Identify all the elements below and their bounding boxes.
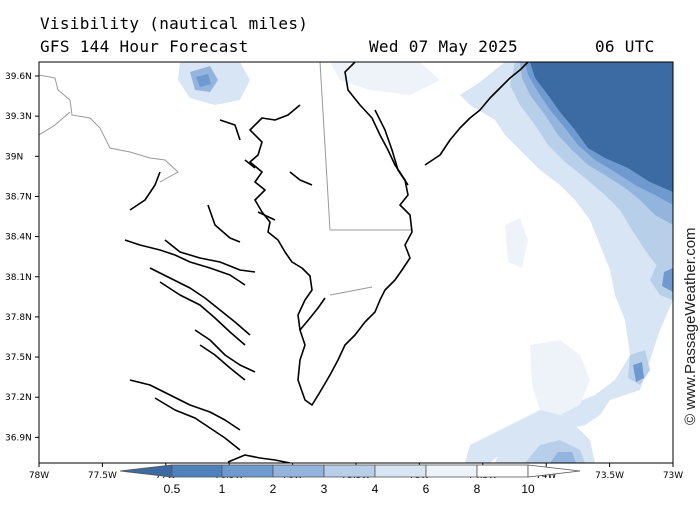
legend-swatch	[527, 464, 581, 478]
legend-swatch	[119, 464, 173, 478]
coastlines	[124, 62, 529, 463]
lat-label: 38.1N	[5, 273, 32, 283]
coastline-chesapeake-west	[249, 104, 313, 331]
lat-label: 38.4N	[5, 233, 32, 243]
lat-label: 39.6N	[5, 72, 32, 82]
state-borders	[39, 62, 412, 296]
coastline-rappahannock	[149, 267, 251, 336]
legend-tick-label: 2	[270, 482, 277, 496]
legend-tick-label: 4	[372, 482, 379, 496]
coastline-james	[129, 379, 241, 431]
legend-swatch	[374, 464, 427, 478]
coastline-delaware-bay	[374, 109, 409, 186]
legend-swatch	[323, 464, 376, 478]
legend-tick-label: 6	[423, 482, 430, 496]
legend-swatch	[425, 464, 478, 478]
lon-label: 73W	[663, 471, 683, 481]
low-visibility-area-northwest-3	[196, 74, 211, 87]
legend-colorbar: 0.5 1 2 3 4 6 8 10	[119, 464, 581, 496]
legend-swatch	[476, 464, 529, 478]
state-border-wv-va	[39, 74, 179, 183]
state-border-wv-md	[39, 111, 71, 136]
visibility-shading	[178, 62, 673, 463]
legend-tick-label: 1	[219, 482, 226, 496]
low-visibility-area-southeast	[530, 340, 590, 415]
credit-watermark: © www.PassageWeather.com	[682, 227, 699, 425]
lat-label: 38.7N	[5, 192, 32, 202]
coastline-rappahannock-2	[159, 281, 246, 346]
lat-label: 37.8N	[5, 313, 32, 323]
coastline-james-2	[154, 397, 241, 451]
forecast-time: 06 UTC	[595, 37, 655, 56]
lon-label: 74W	[536, 471, 556, 481]
coastline-york-2	[199, 344, 246, 381]
map-title: Visibility (nautical miles)	[40, 14, 309, 33]
low-visibility-patch-offshore	[505, 218, 528, 268]
coastline-new-jersey	[424, 62, 529, 166]
low-visibility-patch-mid-2	[633, 362, 644, 382]
coastline-york	[194, 329, 256, 373]
legend-tick-label: 10	[521, 482, 535, 496]
low-visibility-area-east-2	[662, 268, 673, 292]
forecast-date: Wed 07 May 2025	[369, 37, 518, 56]
coastline-potomac-2	[164, 239, 256, 273]
lon-label: 78W	[29, 471, 49, 481]
legend-tick-label: 0.5	[164, 482, 181, 496]
legend-tick-label: 8	[474, 482, 481, 496]
coastline-delmarva-east	[297, 62, 413, 406]
state-border-md-pa	[319, 62, 331, 231]
low-visibility-area-south-3	[550, 452, 576, 463]
legend-swatch	[171, 464, 223, 478]
legend-swatch	[221, 464, 274, 478]
lon-label: 73.5W	[595, 471, 624, 481]
lat-label: 39.3N	[5, 112, 32, 122]
legend-swatch	[272, 464, 325, 478]
legend-tick-label: 3	[321, 482, 328, 496]
forecast-subtitle: GFS 144 Hour Forecast	[40, 37, 249, 56]
lat-axis: 39.6N 39.3N 39N 38.7N 38.4N 38.1N 37.8N 37.5N 37…	[5, 72, 39, 443]
low-visibility-area-north	[330, 62, 440, 95]
coastline-inner-islands	[207, 119, 313, 243]
state-border-md-va	[329, 286, 373, 296]
coastline-potomac	[124, 171, 246, 286]
coastline-lower-bay	[227, 454, 291, 463]
lat-label: 37.2N	[5, 393, 32, 403]
lon-label: 77.5W	[88, 471, 117, 481]
lat-label: 37.5N	[5, 353, 32, 363]
lat-label: 39N	[5, 152, 23, 162]
lat-label: 36.9N	[5, 433, 32, 443]
low-visibility-area-northeast-5	[530, 62, 673, 192]
credit-text: © www.PassageWeather.com	[682, 227, 699, 425]
